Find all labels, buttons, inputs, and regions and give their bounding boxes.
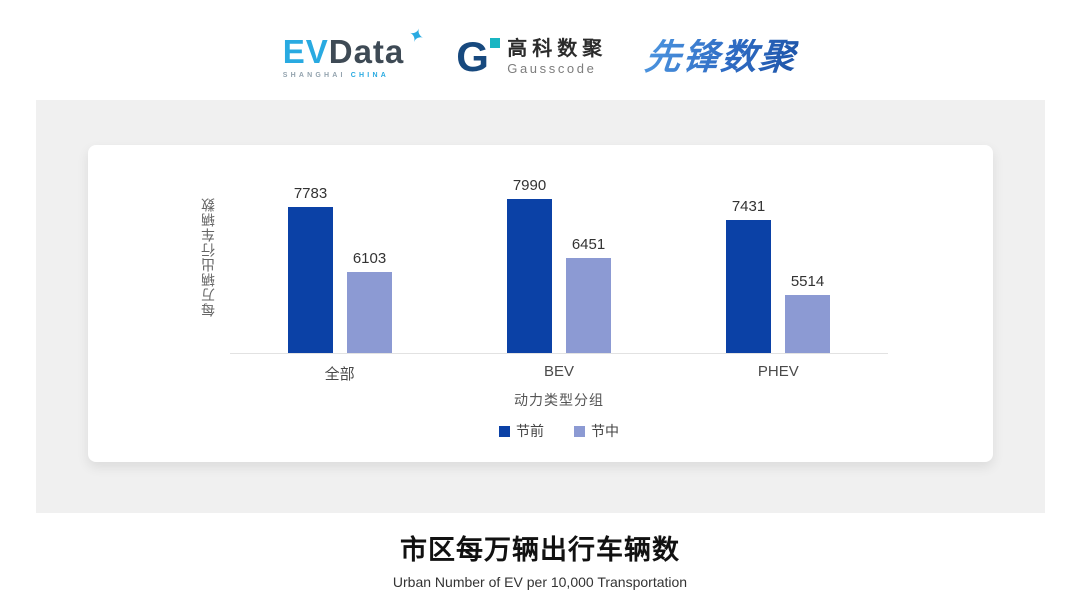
- bar-value-label: 7783: [293, 185, 328, 202]
- bar-节中-全部: [347, 272, 392, 353]
- chart-card: 每万辆出行车辆数 7783 6103 全部 7990 6451 BEV 7431 5514 PH…: [88, 145, 993, 462]
- legend-item-节前: 节前: [499, 421, 544, 441]
- header-logos: ✦ EVData SHANGHAI CHINA G 高科数聚 Gausscode…: [0, 22, 1080, 92]
- gausscode-teal-square: [490, 38, 501, 48]
- legend: 节前 节中: [230, 421, 888, 441]
- category-label-BEV: BEV: [543, 363, 574, 380]
- category-label-PHEV: PHEV: [757, 363, 799, 380]
- y-axis-label: 每万辆出行车辆数: [200, 197, 216, 318]
- evdata-shanghai-text: SHANGHAI: [282, 72, 346, 79]
- evdata-data-text: Data: [328, 33, 405, 70]
- gausscode-en-name: Gausscode: [507, 60, 597, 76]
- gausscode-cn-name: 高科数聚: [507, 37, 608, 60]
- bar-节前-全部: [288, 207, 333, 353]
- evdata-logo: ✦ EVData SHANGHAI CHINA: [283, 24, 428, 79]
- legend-label: 节中: [591, 423, 619, 439]
- chart-subtitle: Urban Number of EV per 10,000 Transporta…: [392, 574, 688, 590]
- bar-value-label: 6103: [352, 250, 387, 267]
- bar-节前-PHEV: [726, 220, 771, 353]
- category-label-全部: 全部: [324, 366, 355, 383]
- evdata-subtext: SHANGHAI CHINA: [283, 72, 405, 79]
- gausscode-g-icon: G: [456, 33, 501, 80]
- x-axis-line: [230, 353, 888, 354]
- evdata-ev-text: EV: [282, 33, 329, 70]
- legend-swatch-icon: [499, 425, 510, 437]
- bar-节前-BEV: [507, 199, 552, 353]
- xianfeng-logo: 先锋数聚: [643, 36, 800, 77]
- legend-swatch-icon: [574, 425, 585, 437]
- legend-label: 节前: [516, 423, 544, 439]
- gausscode-text: 高科数聚 Gausscode: [507, 38, 607, 77]
- bar-value-label: 6451: [571, 236, 606, 253]
- footer-title-block: 市区每万辆出行车辆数 Urban Number of EV per 10,000…: [0, 528, 1080, 590]
- bar-节中-BEV: [566, 258, 611, 353]
- evdata-wordmark: EVData: [283, 35, 405, 68]
- bar-value-label: 7431: [731, 198, 766, 215]
- x-axis-title: 动力类型分组: [514, 392, 604, 408]
- gausscode-logo: G 高科数聚 Gausscode: [456, 36, 607, 78]
- gausscode-g-letter: G: [456, 33, 489, 80]
- bar-节中-PHEV: [785, 295, 830, 353]
- chart-title: 市区每万辆出行车辆数: [400, 535, 680, 565]
- evdata-sparkle-icon: ✦: [405, 23, 428, 50]
- evdata-china-text: CHINA: [350, 72, 389, 79]
- bar-value-label: 5514: [790, 273, 825, 290]
- bar-value-label: 7990: [512, 177, 547, 194]
- legend-item-节中: 节中: [574, 421, 619, 441]
